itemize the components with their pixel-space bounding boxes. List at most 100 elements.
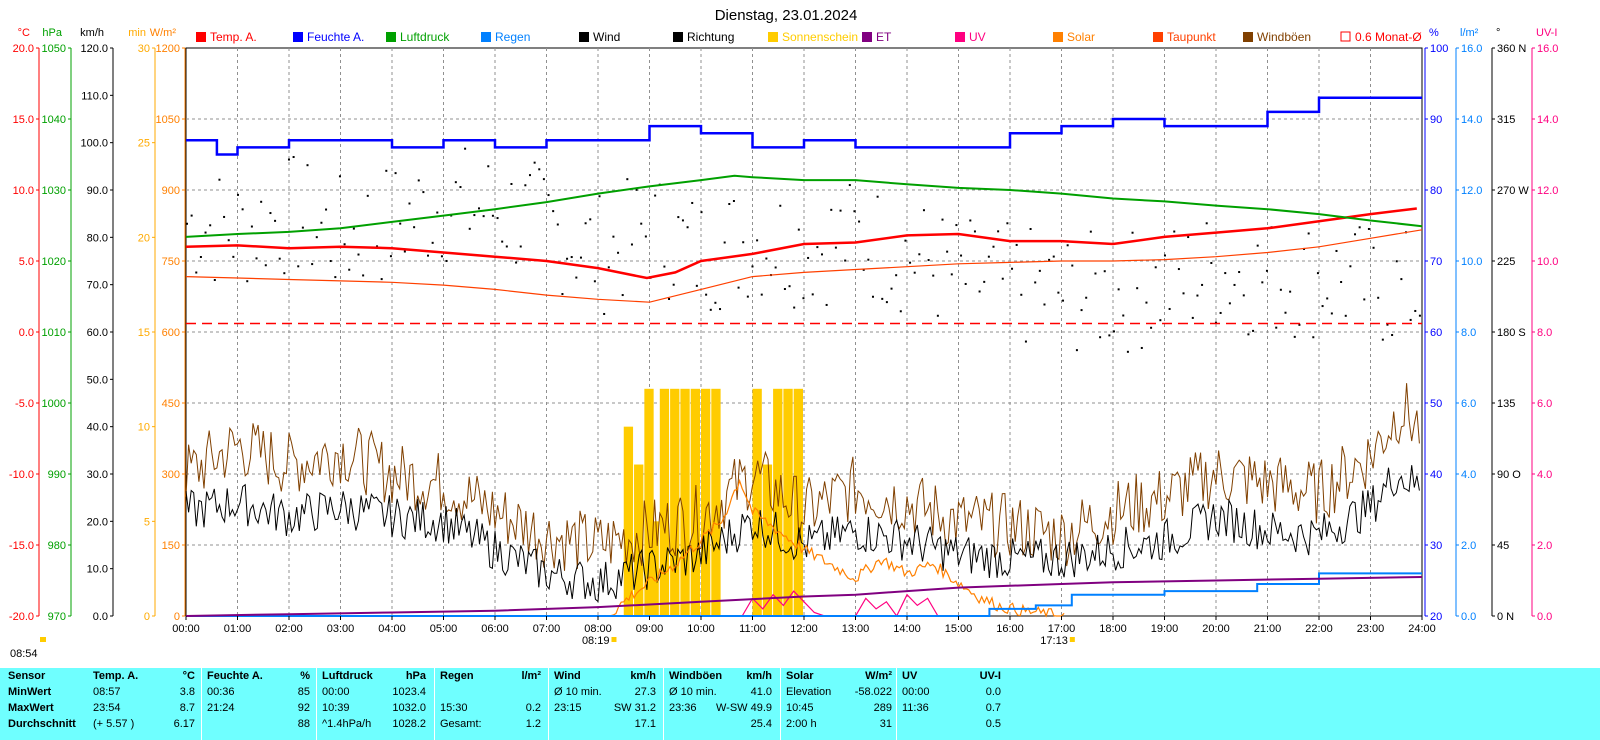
direction-dot — [422, 191, 425, 194]
sunshine-bar — [644, 388, 654, 616]
direction-dot — [802, 297, 805, 300]
left-axis-unit: W/m² — [150, 27, 177, 39]
left-axis-tick-label: 15.0 — [13, 114, 34, 126]
direction-dot — [1205, 222, 1208, 225]
sunshine-bar — [659, 388, 670, 616]
direction-dot — [890, 287, 893, 290]
direction-dot — [807, 256, 810, 259]
left-axis-tick-label: 1050 — [42, 43, 66, 55]
direction-dot — [751, 265, 754, 268]
direction-dot — [533, 161, 536, 164]
left-axis-tick-label: 970 — [48, 611, 66, 623]
left-axis-tick-label: 10 — [138, 422, 150, 434]
direction-dot — [1080, 309, 1083, 312]
left-axis-tick-label: 980 — [48, 540, 66, 552]
stats-cell-time-solar: 10:45 — [786, 702, 814, 714]
legend-entry: Taupunkt — [1167, 30, 1216, 44]
right-axis-tick-label: 30 — [1430, 540, 1442, 552]
x-tick-label: 18:00 — [1099, 623, 1127, 635]
direction-dot — [589, 218, 592, 221]
left-axis-tick-label: 10.0 — [13, 185, 34, 197]
direction-dot — [278, 257, 281, 260]
stats-col-separator — [548, 668, 549, 740]
direction-dot — [204, 231, 207, 234]
stats-header-temp: Temp. A. — [93, 670, 139, 682]
direction-dot — [515, 261, 518, 264]
stats-cell-value-solar: -58.022 — [854, 686, 892, 698]
direction-dot — [1024, 340, 1027, 343]
left-axis-tick-label: 60.0 — [87, 327, 108, 339]
right-axis-tick-label: 10.0 — [1537, 256, 1558, 268]
direction-dot — [1214, 321, 1217, 324]
left-axis-tick-label: 0.0 — [93, 611, 108, 623]
direction-dot — [250, 225, 253, 228]
right-axis-tick-label: 315 — [1497, 114, 1515, 126]
left-axis-tick-label: 1050 — [156, 114, 180, 126]
direction-dot — [399, 222, 402, 225]
left-axis-tick-label: 15 — [138, 327, 150, 339]
right-axis-tick-label: 8.0 — [1537, 327, 1552, 339]
x-tick-label: 09:00 — [636, 623, 664, 635]
direction-dot — [190, 214, 193, 217]
direction-dot — [1062, 299, 1065, 302]
legend-swatch — [386, 32, 396, 42]
right-axis-tick-label: 90 — [1430, 114, 1442, 126]
direction-dot — [552, 210, 555, 213]
x-tick-label: 12:00 — [790, 623, 818, 635]
direction-dot — [413, 226, 416, 229]
left-axis-tick-label: 100.0 — [80, 138, 108, 150]
direction-dot — [1326, 297, 1329, 300]
stats-cell-time-press: 10:39 — [322, 702, 350, 714]
direction-dot — [672, 283, 675, 286]
stats-col-separator — [316, 668, 317, 740]
stats-row-label: Durchschnitt — [8, 718, 76, 730]
legend-entry: 0.6 Monat-Ø — [1355, 30, 1422, 44]
stats-cell-time-rain: Gesamt: — [440, 718, 482, 730]
right-axis-tick-label: 50 — [1430, 398, 1442, 410]
direction-dot — [811, 293, 814, 296]
direction-dot — [357, 253, 360, 256]
direction-dot — [315, 236, 318, 239]
direction-dot — [1136, 287, 1139, 290]
direction-dot — [1057, 291, 1060, 294]
direction-dot — [1372, 246, 1375, 249]
direction-dot — [380, 278, 383, 281]
direction-dot — [584, 222, 587, 225]
sun-event-label: 08:19 — [582, 635, 610, 647]
left-axis-tick-label: 0.0 — [19, 327, 34, 339]
right-axis-tick-label: 90 O — [1497, 469, 1521, 481]
direction-dot — [505, 245, 508, 248]
left-axis-tick-label: 990 — [48, 469, 66, 481]
stats-cell-value-hum: 88 — [297, 718, 310, 730]
right-axis-tick-label: 40 — [1430, 469, 1442, 481]
direction-dot — [644, 235, 647, 238]
stats-cell-value-uv: 0.5 — [985, 718, 1001, 730]
series-luftdruck — [185, 174, 1423, 238]
right-axis-tick-label: 16.0 — [1537, 43, 1558, 55]
stats-cell-time-hum: 21:24 — [207, 702, 235, 714]
legend-entry: Feuchte A. — [307, 30, 364, 44]
direction-dot — [1075, 349, 1078, 352]
sunshine-bar — [752, 388, 762, 616]
legend-swatch — [293, 32, 303, 42]
direction-dot — [195, 271, 198, 274]
direction-dot — [1219, 311, 1222, 314]
direction-dot — [1117, 288, 1120, 291]
direction-dot — [1284, 311, 1287, 314]
legend-swatch — [768, 32, 778, 42]
left-axis-tick-label: 20.0 — [13, 43, 34, 55]
direction-dot — [260, 200, 263, 203]
direction-dot — [630, 243, 633, 246]
left-axis-tick-label: 80.0 — [87, 232, 108, 244]
stats-header-unit-rain: l/m² — [521, 670, 541, 682]
direction-dot — [487, 165, 490, 168]
direction-dot — [598, 195, 601, 198]
direction-dot — [1321, 305, 1324, 308]
direction-dot — [1094, 272, 1097, 275]
right-axis-tick-label: 16.0 — [1461, 43, 1482, 55]
left-axis-tick-label: 30.0 — [87, 469, 108, 481]
direction-dot — [1228, 302, 1231, 305]
direction-dot — [1247, 333, 1250, 336]
left-axis-tick-label: -15.0 — [9, 540, 34, 552]
left-axis-tick-label: 10.0 — [87, 564, 108, 576]
